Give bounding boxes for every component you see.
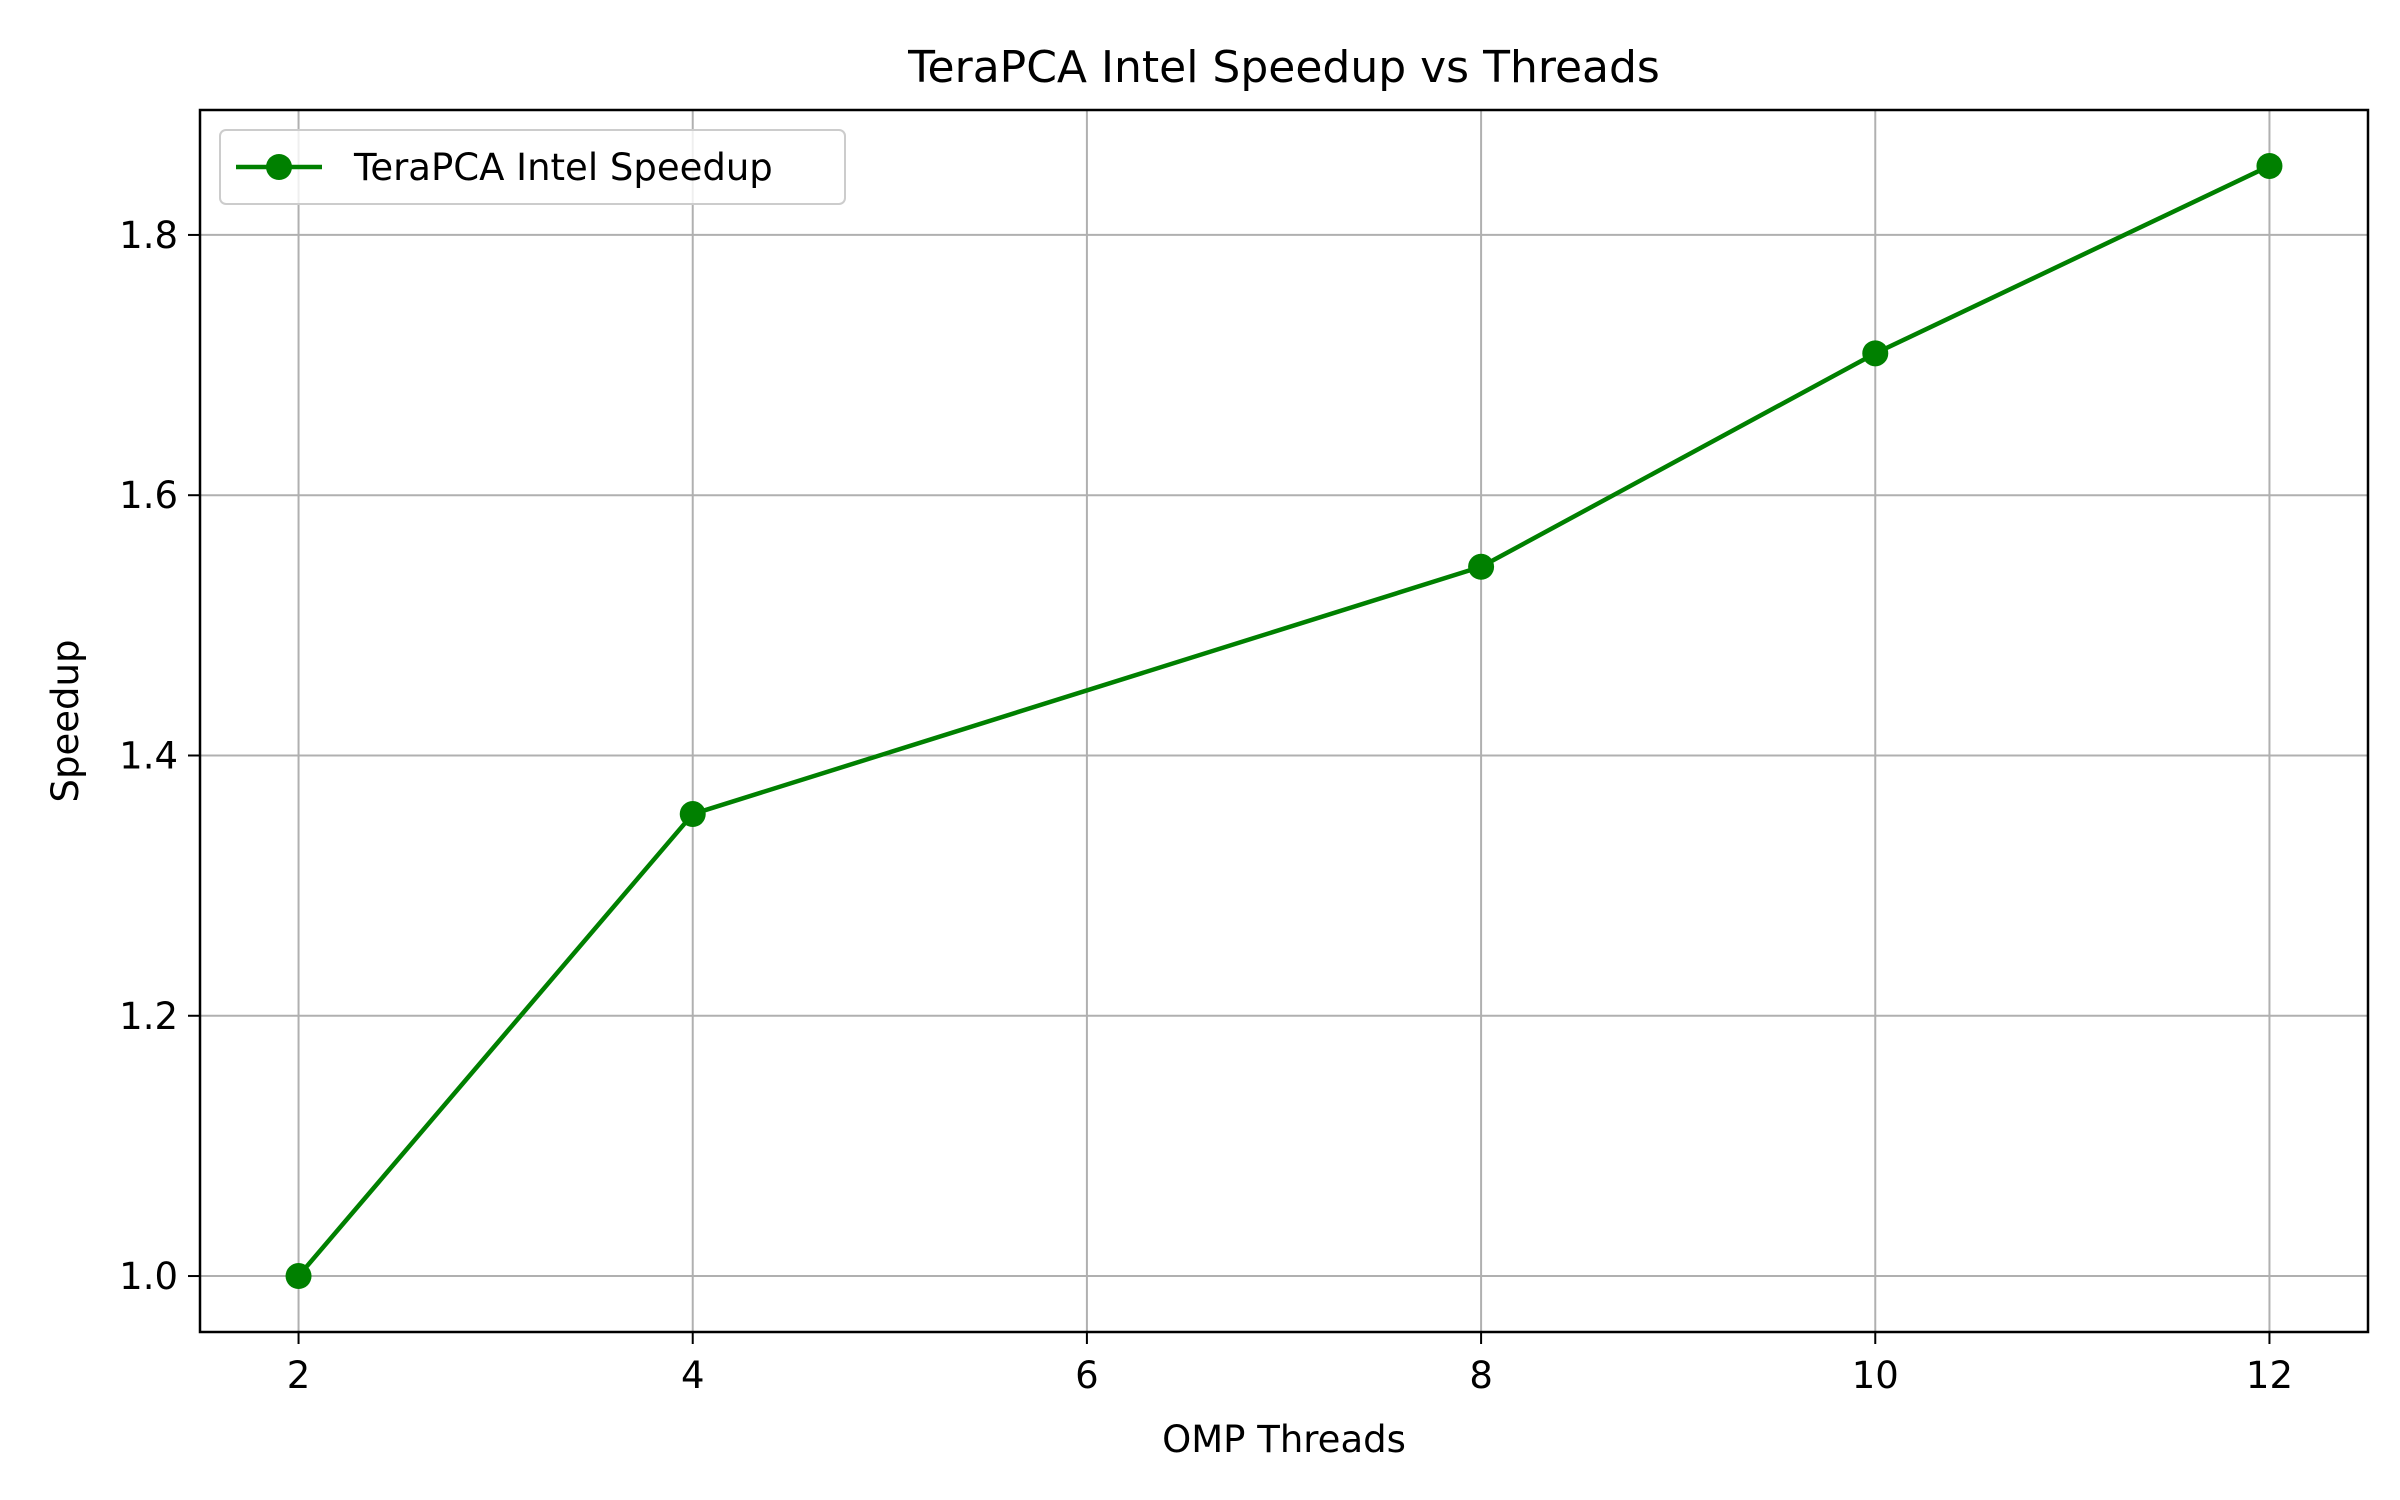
legend-box	[219, 129, 846, 205]
data-point	[2256, 152, 2283, 179]
data-point	[285, 1263, 312, 1290]
y-tick-label: 1.2	[119, 995, 178, 1038]
x-tick-label: 12	[2246, 1354, 2293, 1397]
legend-marker-swatch	[266, 154, 292, 180]
x-axis-label: OMP Threads	[1162, 1418, 1406, 1461]
series-layer	[285, 152, 2283, 1290]
y-tick-label: 1.4	[119, 734, 178, 777]
plot-frame	[198, 108, 2370, 1334]
data-point	[1468, 553, 1495, 580]
y-tick-label: 1.6	[119, 474, 178, 517]
data-point	[679, 801, 706, 828]
x-axis: 2 4 6 8 10 12	[287, 1332, 2293, 1397]
x-tick-label: 8	[1469, 1354, 1493, 1397]
data-point	[1862, 340, 1889, 367]
x-tick-label: 6	[1075, 1354, 1099, 1397]
y-axis-label: Speedup	[44, 640, 87, 803]
x-tick-label: 10	[1852, 1354, 1899, 1397]
legend: TeraPCA Intel Speedup	[219, 129, 846, 205]
legend-entry-label: TeraPCA Intel Speedup	[353, 146, 773, 189]
y-axis: 1.0 1.2 1.4 1.6 1.8	[119, 214, 200, 1298]
chart-title: TeraPCA Intel Speedup vs Threads	[907, 42, 1660, 93]
y-tick-label: 1.0	[119, 1255, 178, 1298]
y-tick-label: 1.8	[119, 214, 178, 257]
x-tick-label: 2	[287, 1354, 311, 1397]
x-tick-label: 4	[681, 1354, 705, 1397]
grid	[200, 110, 2368, 1332]
